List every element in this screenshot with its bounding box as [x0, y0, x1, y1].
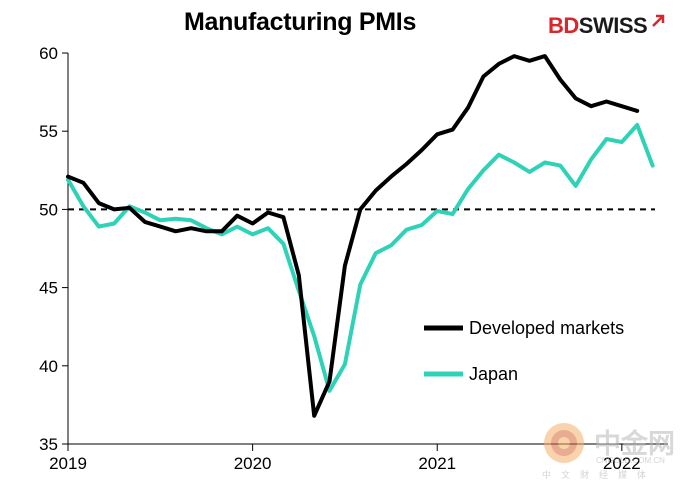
series-group: [66, 54, 655, 418]
y-tick-label: 50: [39, 200, 58, 219]
legend-label-japan: Japan: [469, 364, 518, 384]
watermark-logo-icon: [544, 423, 584, 463]
y-tick-label: 40: [39, 357, 58, 376]
logo-swiss-text: SWISS: [578, 13, 648, 38]
x-tick-label: 2021: [418, 454, 456, 473]
axes: 35 40 45 50 55 60 2019 2020 2021 2022: [39, 44, 668, 473]
logo-arrow-icon: [652, 14, 665, 27]
series-line-developed-markets: [66, 54, 640, 418]
watermark-subtext: 中文财经媒体: [542, 471, 657, 481]
watermark-url: CNGOLD.COM.CN: [596, 456, 665, 465]
y-tick-label: 55: [39, 122, 58, 141]
series-line-japan: [66, 122, 655, 393]
y-tick-label: 35: [39, 435, 58, 454]
x-tick-label: 2019: [49, 454, 87, 473]
x-tick-label: 2022: [603, 454, 641, 473]
bdswiss-logo: BD SWISS: [548, 12, 666, 40]
logo-bd-text: BD: [548, 13, 579, 38]
legend: Developed markets Japan: [424, 318, 624, 384]
legend-label-developed-markets: Developed markets: [469, 318, 624, 338]
watermark-text: 中金网: [594, 429, 675, 460]
x-tick-label: 2020: [234, 454, 272, 473]
y-tick-label: 60: [39, 44, 58, 63]
watermark: 中金网 CNGOLD.COM.CN 中文财经媒体: [540, 420, 690, 488]
y-tick-label: 45: [39, 279, 58, 298]
chart-title: Manufacturing PMIs: [183, 8, 417, 36]
